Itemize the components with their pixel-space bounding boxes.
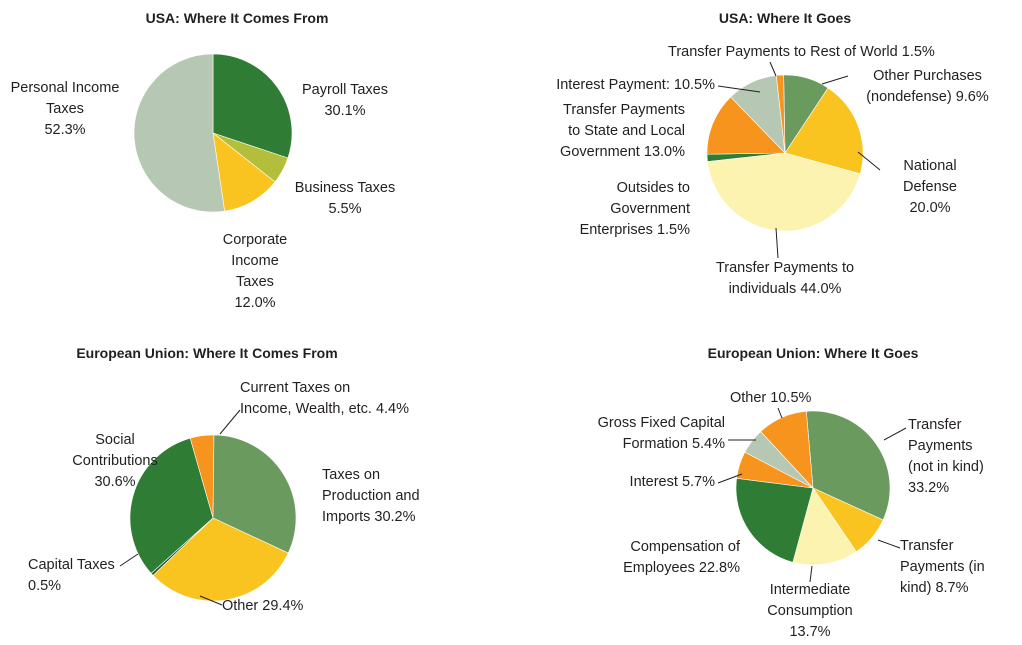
slice-label: Other Purchases (nondefense) 9.6% (840, 66, 1015, 108)
leader-line (219, 409, 241, 435)
value-label: 10.5% (673, 77, 715, 93)
leader-line (199, 595, 223, 606)
category-label: National Defense (902, 158, 957, 195)
slice-label: Transfer Payments to State and Local Gover… (500, 100, 685, 163)
slice-label: National Defense 20.0% (880, 156, 980, 219)
chart-title: USA: Where It Goes (718, 10, 852, 26)
leader-line (777, 407, 783, 419)
pie-slice (133, 53, 225, 213)
slice-label: Other 29.4% (222, 596, 372, 617)
chart-title: European Union: Where It Comes From (76, 345, 338, 361)
value-label: 20.0% (909, 200, 951, 216)
category-label: Other (730, 390, 767, 406)
slice-label: Transfer Payments to Rest of World 1.5% (668, 42, 1018, 63)
category-label: Corporate Income Taxes (222, 232, 288, 290)
slice-label: Interest Payment: 10.5% (480, 75, 715, 96)
value-label: 5.4% (691, 436, 725, 452)
slice-label: Transfer Payments (not in kind) 33.2% (908, 415, 1018, 499)
category-label: Capital Taxes (28, 557, 115, 573)
value-label: 0.5% (28, 578, 62, 594)
value-label: 33.2% (908, 480, 950, 496)
slice-label: Transfer Payments to individuals 44.0% (680, 258, 890, 300)
chart-title: European Union: Where It Goes (707, 345, 919, 361)
value-label: 1.5% (656, 222, 690, 238)
category-label: Transfer Payments (in kind) (900, 538, 985, 596)
category-label: Transfer Payments (not in kind) (908, 417, 984, 475)
leader-line (857, 151, 881, 171)
slice-label: Transfer Payments (in kind) 8.7% (900, 536, 1010, 599)
pie-slice (212, 53, 293, 159)
pie-slice (212, 434, 297, 554)
value-label: 30.6% (94, 474, 136, 490)
value-label: 30.2% (374, 509, 416, 525)
leader-line (769, 61, 777, 77)
slice-label: Intermediate Consumption 13.7% (740, 580, 880, 643)
value-label: 5.7% (681, 474, 715, 490)
value-label: 5.5% (328, 201, 362, 217)
slice-label: Taxes on Production and Imports 30.2% (322, 465, 482, 528)
value-label: 10.5% (770, 390, 812, 406)
leader-line (877, 539, 901, 549)
category-label: Interest Payment: (556, 77, 670, 93)
slice-label: Current Taxes on Income, Wealth, etc. 4.4… (240, 378, 460, 420)
pie-slice (805, 410, 891, 521)
slice-label: Gross Fixed Capital Formation 5.4% (520, 413, 725, 455)
leader-line (883, 427, 907, 441)
value-label: 29.4% (262, 598, 304, 614)
leader-line (809, 565, 813, 583)
leader-line (717, 473, 743, 484)
pie-slice (706, 96, 786, 155)
slice-label: Social Contributions 30.6% (60, 430, 170, 493)
pie-slice (129, 437, 214, 574)
category-label: Transfer Payments to Rest of World (668, 44, 898, 60)
chart-title: USA: Where It Comes From (145, 10, 329, 26)
value-label: 13.0% (643, 144, 685, 160)
category-label: Intermediate Consumption (767, 582, 853, 619)
value-label: 1.5% (901, 44, 935, 60)
category-label: Interest (629, 474, 678, 490)
category-label: Transfer Payments to individuals (715, 260, 855, 297)
value-label: 12.0% (234, 295, 276, 311)
pie-slice (152, 517, 289, 602)
category-label: Gross Fixed Capital Formation (597, 415, 725, 452)
slice-label: Corporate Income Taxes 12.0% (200, 230, 310, 314)
slice-label: Other 10.5% (730, 388, 880, 409)
category-label: Other (222, 598, 259, 614)
leader-line (821, 75, 849, 85)
category-label: Business Taxes (294, 180, 396, 196)
slice-label: Business Taxes 5.5% (280, 178, 410, 220)
value-label: 13.7% (789, 624, 831, 640)
value-label: 4.4% (375, 401, 410, 417)
value-label: 30.1% (324, 103, 366, 119)
slice-label: Outsides to Government Enterprises 1.5% (540, 178, 690, 241)
slice-label: Capital Taxes 0.5% (28, 555, 148, 597)
category-label: Outsides to Government Enterprises (579, 180, 690, 238)
value-label: 22.8% (698, 560, 740, 576)
category-label: Payroll Taxes (302, 82, 388, 98)
pie-slice (707, 152, 861, 232)
category-label: Social Contributions (72, 432, 158, 469)
value-label: 44.0% (800, 281, 842, 297)
slice-label: Personal Income Taxes 52.3% (10, 78, 120, 141)
category-label: Current Taxes on Income, Wealth, etc. (240, 380, 372, 417)
pie-slice (735, 477, 814, 563)
leader-line (717, 85, 761, 93)
slice-label: Payroll Taxes 30.1% (285, 80, 405, 122)
value-label: 8.7% (935, 580, 969, 596)
category-label: Personal Income Taxes (10, 80, 120, 117)
slice-label: Compensation of Employees 22.8% (560, 537, 740, 579)
value-label: 52.3% (44, 122, 86, 138)
pie-slice (212, 132, 276, 212)
value-label: 9.6% (955, 89, 989, 105)
pie-slice (784, 87, 864, 175)
category-label: Compensation of Employees (623, 539, 740, 576)
category-label: Taxes on Production and Imports (322, 467, 420, 525)
pie-slice (792, 487, 857, 566)
category-label: Transfer Payments to State and Local Gover… (560, 102, 685, 160)
leader-line (775, 227, 779, 259)
category-label: Other Purchases (nondefense) (866, 68, 982, 105)
slice-label: Interest 5.7% (560, 472, 715, 493)
